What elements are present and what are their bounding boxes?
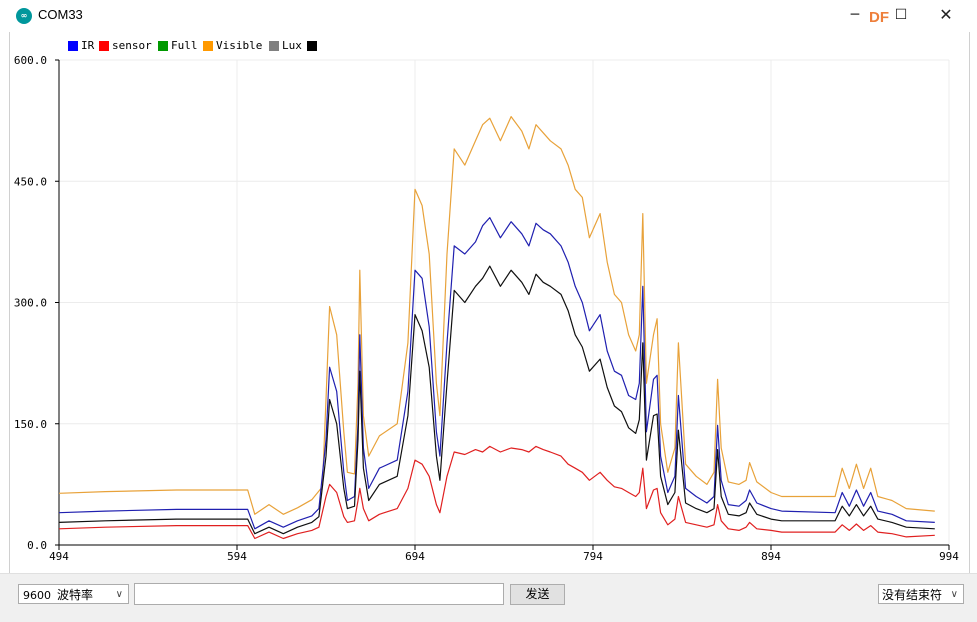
y-tick-label: 450.0 [14, 175, 47, 188]
legend-swatch [158, 41, 168, 51]
legend-swatch [99, 41, 109, 51]
legend-label: Full [171, 39, 198, 52]
x-tick-label: 594 [227, 550, 247, 563]
line-ending-label: 没有结束符 [882, 588, 943, 602]
legend-swatch [203, 41, 213, 51]
x-tick-label: 794 [583, 550, 603, 563]
legend-swatch [68, 41, 78, 51]
axes: 0.0 150.0 300.0 450.0 600.0 494 594 694 794 894 99… [14, 54, 959, 563]
send-input[interactable] [134, 583, 504, 605]
legend-swatch [307, 41, 317, 51]
close-button[interactable]: ✕ [939, 5, 953, 24]
send-button[interactable]: 发送 [510, 584, 565, 605]
legend: IR sensor Full Visible Lux [68, 39, 317, 52]
window-title: COM33 [38, 7, 83, 22]
line-ending-select[interactable]: 没有结束符 ∨ [878, 584, 964, 604]
bottom-toolbar: 9600 波特率 ∨ 发送 没有结束符 ∨ [0, 573, 977, 622]
series-line-1 [58, 115, 935, 515]
x-tick-label: 494 [49, 550, 69, 563]
legend-label: Visible [216, 39, 262, 52]
series-line-3 [58, 265, 935, 535]
y-tick-label: 300.0 [14, 297, 47, 310]
y-tick-label: 0.0 [27, 539, 47, 552]
minimize-button[interactable]: ─ [850, 7, 860, 23]
x-tick-label: 694 [405, 550, 425, 563]
chevron-down-icon: ∨ [115, 589, 123, 600]
legend-label: IR [81, 39, 95, 52]
title-bar: ∞ COM33 DF ─ ☐ ✕ [0, 0, 977, 32]
watermark-logo: DF [869, 9, 889, 26]
x-tick-label: 894 [761, 550, 781, 563]
serial-plot: 0.0 150.0 300.0 450.0 600.0 494 594 694 794 894 99… [14, 39, 959, 563]
baud-rate-select[interactable]: 9600 波特率 ∨ [18, 584, 129, 604]
series-line-4 [58, 445, 935, 540]
series-line-2 [58, 217, 935, 530]
baud-rate-label: 波特率 [57, 588, 94, 602]
baud-rate-value: 9600 [23, 589, 51, 602]
y-tick-label: 150.0 [14, 418, 47, 431]
x-tick-label: 994 [939, 550, 959, 563]
legend-swatch [269, 41, 279, 51]
legend-label: Lux [282, 39, 302, 52]
legend-label: sensor [112, 39, 152, 52]
y-tick-label: 600.0 [14, 54, 47, 67]
series-group [58, 115, 935, 540]
chevron-down-icon: ∨ [950, 589, 958, 600]
arduino-logo-icon: ∞ [16, 8, 32, 24]
maximize-button[interactable]: ☐ [894, 7, 908, 23]
